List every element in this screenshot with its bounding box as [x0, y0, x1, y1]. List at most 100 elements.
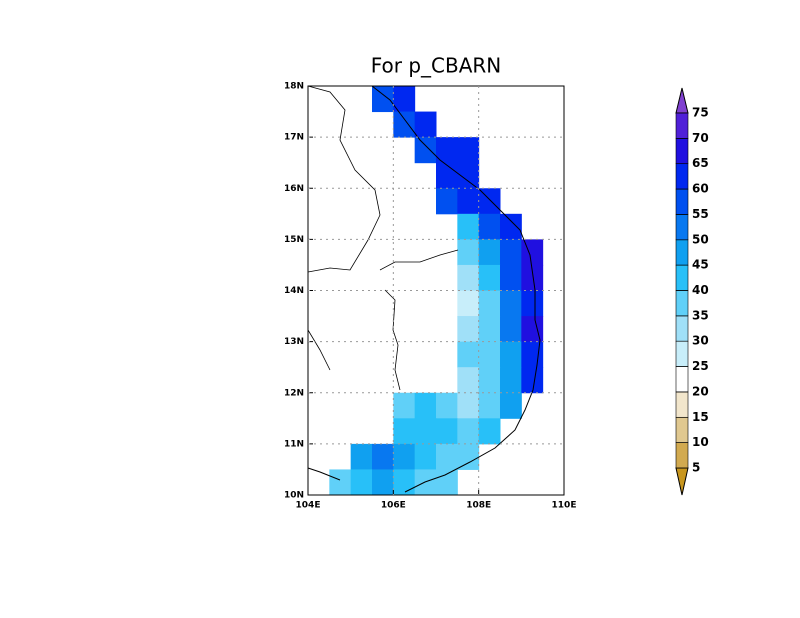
grid-cell [393, 111, 416, 138]
grid-cell [372, 443, 394, 470]
grid-cell [393, 443, 416, 470]
grid-cell [521, 239, 544, 266]
grid-cell [457, 264, 480, 291]
colorbar-label: 50 [692, 232, 709, 246]
grid-cell [414, 392, 437, 419]
grid-cell [457, 316, 480, 343]
x-tick-label: 106E [381, 501, 406, 511]
grid-cell [457, 239, 480, 266]
grid-cell [478, 341, 501, 368]
grid-cell [436, 418, 458, 445]
grid-cell [457, 188, 480, 215]
grid-cell [457, 367, 480, 394]
grid-cell [436, 392, 458, 419]
colorbar-box [675, 290, 689, 317]
colorbar-label: 5 [692, 461, 700, 475]
grid-cell [500, 392, 522, 419]
colorbar-label: 45 [692, 258, 709, 272]
coastline [307, 85, 541, 493]
colorbar-box [675, 315, 689, 342]
colorbar-box [675, 188, 689, 215]
y-tick-label: 16N [284, 184, 304, 194]
grid-cell [478, 367, 501, 394]
grid-cell [500, 341, 522, 368]
grid-cell [521, 316, 544, 343]
colorbar-box [675, 442, 689, 469]
grid-cell [500, 213, 522, 240]
y-tick-label: 12N [284, 388, 304, 398]
colorbar-label: 15 [692, 410, 709, 424]
colorbar-label: 10 [692, 435, 709, 449]
grid-cell [393, 392, 416, 419]
grid-cell [521, 264, 544, 291]
grid-cell [457, 290, 480, 317]
colorbar-label: 75 [692, 106, 709, 120]
grid-cell [500, 264, 522, 291]
grid-cell [457, 137, 480, 164]
grid-cell [436, 162, 458, 189]
grid-cell [457, 213, 480, 240]
colorbar-box [675, 416, 689, 443]
grid-cell [478, 290, 501, 317]
grid-cell [521, 367, 544, 394]
colorbar-label: 35 [692, 308, 709, 322]
grid-cell [329, 469, 352, 496]
y-tick-label: 13N [284, 337, 304, 347]
grid-cell [478, 418, 501, 445]
grid-cell [457, 392, 480, 419]
y-tick-label: 14N [284, 286, 304, 296]
y-tick-label: 15N [284, 235, 304, 245]
colorbar-box [675, 391, 689, 418]
map-title: For p_CBARN [371, 54, 502, 78]
grid-cell [500, 290, 522, 317]
grid-cell [393, 86, 416, 113]
grid-cell [393, 469, 416, 496]
grid-cell [478, 392, 501, 419]
grid-cell [436, 469, 458, 496]
grid-cell [478, 316, 501, 343]
grid-cell [414, 137, 437, 164]
grid-cell [457, 341, 480, 368]
grid-cell [478, 213, 501, 240]
colorbar-label: 55 [692, 207, 709, 221]
grid-cell [436, 443, 458, 470]
colorbar-box [675, 138, 689, 165]
grid-cell [478, 239, 501, 266]
grid-cell [500, 316, 522, 343]
colorbar-box [675, 366, 689, 393]
colorbar-label: 40 [692, 283, 709, 297]
grid-cell [414, 469, 437, 496]
colorbar-label: 25 [692, 359, 709, 373]
grid-cell [414, 111, 437, 138]
x-tick-label: 104E [296, 501, 321, 511]
grid-cell [457, 443, 480, 470]
grid-cell [414, 418, 437, 445]
grid-cell [521, 341, 544, 368]
colorbar-extend [675, 467, 689, 496]
colorbar-label: 60 [692, 182, 709, 196]
grid-cell [500, 367, 522, 394]
grid-cell [478, 264, 501, 291]
colorbar-box [675, 112, 689, 139]
colorbar-label: 20 [692, 384, 709, 398]
colorbar-label: 70 [692, 131, 709, 145]
colorbar-box [675, 264, 689, 291]
colorbar-box [675, 239, 689, 266]
grid-cell [350, 469, 373, 496]
grid-cell [436, 137, 458, 164]
y-tick-label: 11N [284, 439, 304, 449]
colorbar-box [675, 163, 689, 190]
grid-cell [457, 418, 480, 445]
grid-cell [372, 86, 394, 113]
grid-cell [350, 443, 373, 470]
grid-cell [457, 162, 480, 189]
x-tick-label: 108E [466, 501, 491, 511]
colorbar-label: 30 [692, 334, 709, 348]
x-tick-label: 110E [552, 501, 577, 511]
grid-cell [436, 188, 458, 215]
colorbar-box [675, 340, 689, 367]
grid-cell [393, 418, 416, 445]
colorbar-box [675, 214, 689, 241]
colorbar-label: 65 [692, 156, 709, 170]
